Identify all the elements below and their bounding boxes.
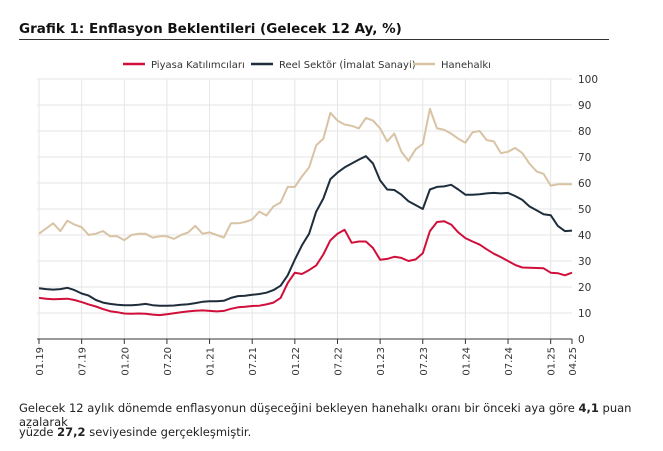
x-tick-label: 01.22 [291, 347, 302, 376]
legend-label: Piyasa Katılımcıları [151, 60, 245, 71]
note-text: Gelecek 12 aylık dönemde enflasyonun düş… [19, 401, 579, 415]
note-value: 27,2 [57, 425, 86, 439]
y-tick-label: 80 [578, 126, 591, 138]
y-tick-label: 70 [578, 152, 591, 164]
series-line-2 [38, 107, 572, 242]
x-tick-label: 01.20 [120, 347, 131, 376]
y-tick-label: 90 [578, 100, 591, 112]
title-divider [19, 39, 609, 40]
note-value: 4,1 [578, 401, 599, 415]
y-tick-label: 50 [578, 204, 591, 216]
y-tick-label: 20 [578, 282, 591, 294]
chart-title: Grafik 1: Enflasyon Beklentileri (Gelece… [19, 21, 402, 37]
x-tick-label: 07.23 [419, 347, 430, 376]
x-tick-label: 01.23 [376, 347, 387, 376]
series-line-0 [38, 220, 573, 317]
inflation-expectations-chart: 0 10 20 30 40 50 60 70 80 90 100 01.19 07.19 01.20 07.… [35, 58, 598, 376]
x-tick-label: 01.24 [461, 347, 472, 376]
legend-label: Reel Sektör (İmalat Sanayi) [279, 58, 416, 71]
note-line-1: Gelecek 12 aylık dönemde enflasyonun düş… [19, 401, 663, 429]
x-tick-label: 04.25 [568, 347, 579, 376]
note-text: yüzde [19, 425, 58, 439]
note-text: puan azalarak [19, 401, 632, 429]
y-tick-label: 0 [578, 334, 585, 346]
y-tick-label: 10 [578, 308, 591, 320]
x-tick-label: 01.21 [206, 347, 217, 376]
x-tick-label: 07.21 [248, 347, 259, 376]
x-tick-label: 01.19 [35, 347, 46, 376]
x-tick-label: 07.20 [163, 347, 174, 376]
x-tick-label: 07.19 [78, 347, 89, 376]
y-tick-label: 30 [578, 256, 591, 268]
y-tick-label: 60 [578, 178, 591, 190]
y-tick-label: 40 [578, 230, 591, 242]
note-line-2: yüzde 27,2 seviyesinde gerçekleşmiştir. [19, 425, 251, 439]
x-tick-label: 07.24 [504, 347, 515, 376]
y-tick-label: 100 [578, 74, 598, 86]
series-line-1 [38, 155, 573, 307]
legend-label: Hanehalkı [441, 60, 491, 71]
x-tick-label: 07.22 [333, 347, 344, 376]
note-text: seviyesinde gerçekleşmiştir. [85, 425, 252, 439]
x-tick-label: 01.25 [547, 347, 558, 376]
